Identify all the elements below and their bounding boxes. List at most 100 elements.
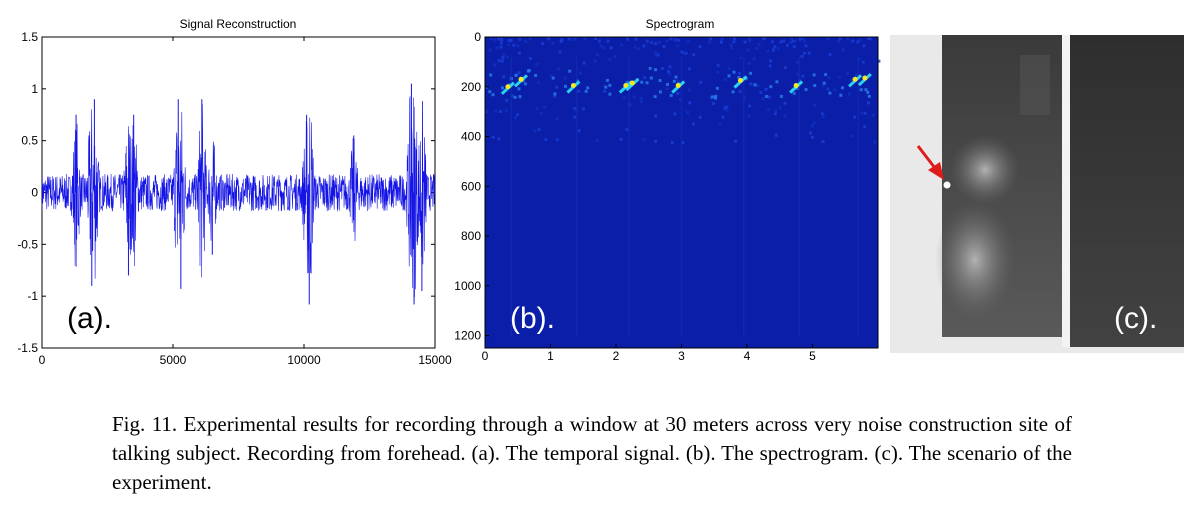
red-arrow-icon <box>928 162 944 180</box>
spectrogram-cell <box>715 86 719 90</box>
spectrogram-cell <box>619 137 623 141</box>
spectrogram-hotspot <box>518 76 524 82</box>
spectrogram-cell <box>804 88 808 92</box>
spectrogram-cell <box>792 45 796 49</box>
signal-ytick-label: 0.5 <box>21 134 38 148</box>
spectrogram-cell <box>669 93 673 97</box>
spectrogram-xtick-label: 1 <box>547 349 554 363</box>
spectrogram-cell <box>609 46 613 50</box>
spectrogram-cell <box>866 101 870 105</box>
spectrogram-cell <box>716 63 720 67</box>
background-reflection <box>1020 55 1050 115</box>
spectrogram-cell <box>640 99 644 103</box>
spectrogram-cell <box>633 45 637 49</box>
spectrogram-cell <box>824 73 828 77</box>
spectrogram-cell <box>791 39 795 43</box>
spectrogram-cell <box>500 86 504 90</box>
spectrogram-ytick-label: 1200 <box>454 329 481 343</box>
spectrogram-cell <box>729 43 733 47</box>
spectrogram-cell <box>849 78 853 82</box>
spectrogram-cell <box>698 115 702 119</box>
spectrogram-cell <box>711 95 715 99</box>
spectrogram-cell <box>810 124 814 128</box>
spectrogram-cell <box>756 84 760 88</box>
spectrogram-cell <box>727 67 731 71</box>
spectrogram-cell <box>575 79 579 83</box>
spectrogram-cell <box>804 44 808 48</box>
spectrogram-cell <box>558 50 562 54</box>
spectrogram-cell <box>528 56 532 60</box>
spectrogram-cell <box>577 89 581 93</box>
spectrogram-cell <box>738 90 742 94</box>
spectrogram-cell <box>498 110 502 114</box>
spectrogram-cell <box>654 114 658 118</box>
spectrogram-cell <box>668 65 672 69</box>
spectrogram-hotspot <box>505 84 511 90</box>
spectrogram-cell <box>850 134 854 138</box>
spectrogram-cell <box>802 51 806 55</box>
spectrogram-cell <box>774 133 778 137</box>
spectrogram-cell <box>773 112 777 116</box>
spectrogram-ytick-label: 200 <box>461 80 481 94</box>
spectrogram-cell <box>813 103 817 107</box>
spectrogram-cell <box>650 41 654 45</box>
spectrogram-cell <box>521 79 525 83</box>
spectrogram-cell <box>775 80 779 84</box>
spectrogram-cell <box>528 37 532 41</box>
spectrogram-ytick-label: 1000 <box>454 279 481 293</box>
spectrogram-cell <box>827 76 831 80</box>
spectrogram-cell <box>657 40 661 44</box>
spectrogram-xtick-label: 4 <box>744 349 751 363</box>
spectrogram-cell <box>502 52 506 56</box>
spectrogram-cell <box>719 40 723 44</box>
spectrogram-cell <box>654 68 658 72</box>
spectrogram-cell <box>533 129 537 133</box>
spectrogram-cell <box>491 135 495 139</box>
spectrogram-cell <box>502 75 506 79</box>
spectrogram-cell <box>759 91 763 95</box>
spectrogram-cell <box>559 40 563 44</box>
spectrogram-cell <box>524 39 528 43</box>
spectrogram-cell <box>497 37 501 41</box>
spectrogram-cell <box>766 49 770 53</box>
panel-a-label: (a). <box>67 302 112 335</box>
spectrogram-hotspot <box>737 78 743 84</box>
spectrogram-cell <box>748 104 752 108</box>
spectrogram-cell <box>807 51 811 55</box>
spectrogram-hotspot <box>675 83 681 89</box>
signal-xtick-label: 10000 <box>287 353 321 367</box>
subject-body <box>935 200 1015 320</box>
spectrogram-cell <box>685 111 689 115</box>
spectrogram-cell <box>665 82 669 86</box>
spectrogram-cell <box>504 108 508 112</box>
spectrogram-cell <box>783 101 787 105</box>
spectrogram-cell <box>602 46 606 50</box>
spectrogram-cell <box>855 73 859 77</box>
spectrogram-cell <box>698 45 702 49</box>
spectrogram-cell <box>513 116 517 120</box>
spectrogram-cell <box>581 107 585 111</box>
spectrogram-cell <box>800 54 804 58</box>
signal-xtick-label: 0 <box>39 353 46 367</box>
spectrogram-cell <box>654 53 658 57</box>
spectrogram-cell <box>866 37 870 41</box>
spectrogram-cell <box>785 43 789 47</box>
spectrogram-cell <box>639 96 643 100</box>
spectrogram-cell <box>709 37 713 41</box>
spectrogram-cell <box>727 74 731 78</box>
spectrogram-cell <box>680 50 684 54</box>
spectrogram-cell <box>632 95 636 99</box>
spectrogram-cell <box>732 70 736 74</box>
spectrogram-cell <box>513 95 517 99</box>
spectrogram-hotspot <box>862 75 868 81</box>
spectrogram-cell <box>597 39 601 43</box>
window-frame-divider <box>1062 35 1070 347</box>
spectrogram-cell <box>709 96 713 100</box>
spectrogram-cell <box>826 87 830 91</box>
spectrogram-cell <box>848 92 852 96</box>
spectrogram-cell <box>556 67 560 71</box>
panel-c-label: (c). <box>1114 302 1158 335</box>
spectrogram-cell <box>749 71 753 75</box>
spectrogram-cell <box>821 140 825 144</box>
spectrogram-cell <box>536 80 540 84</box>
